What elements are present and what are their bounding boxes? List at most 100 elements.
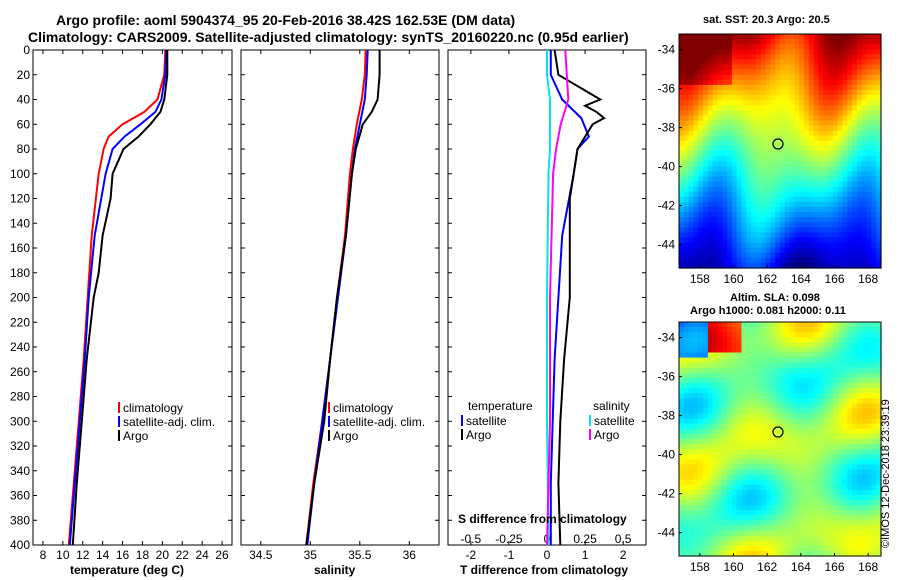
map-cell bbox=[852, 484, 858, 491]
map-cell bbox=[703, 171, 709, 177]
map-cell bbox=[746, 252, 752, 259]
map-cell bbox=[813, 433, 820, 440]
map-cell bbox=[727, 262, 733, 269]
map-cell bbox=[828, 135, 834, 142]
map-cell bbox=[871, 403, 877, 410]
map-cell bbox=[760, 227, 767, 233]
map-cell bbox=[717, 186, 723, 193]
ytick-label: 400 bbox=[10, 538, 30, 552]
map-cell bbox=[736, 489, 743, 496]
map-cell bbox=[683, 474, 690, 481]
map-cell bbox=[789, 418, 795, 425]
map-cell bbox=[731, 201, 738, 208]
map-cell bbox=[770, 207, 776, 213]
map-cell bbox=[784, 332, 791, 338]
map-cell bbox=[741, 212, 747, 218]
map-cell bbox=[828, 520, 834, 527]
map-cell bbox=[683, 454, 690, 460]
map-cell bbox=[799, 525, 805, 532]
map-cell bbox=[866, 105, 872, 111]
map-cell bbox=[751, 49, 757, 55]
map-cell bbox=[818, 151, 824, 157]
map-cell bbox=[857, 444, 863, 450]
map-cell bbox=[813, 120, 820, 127]
map-cell bbox=[837, 232, 844, 239]
map-cell bbox=[756, 484, 762, 491]
map-cell bbox=[770, 115, 776, 122]
map-cell bbox=[784, 227, 791, 233]
map-cell bbox=[736, 383, 743, 389]
map-cell bbox=[683, 550, 690, 557]
map-cell bbox=[741, 84, 747, 91]
map-cell bbox=[756, 469, 762, 476]
map-cell bbox=[688, 469, 694, 476]
map-cell bbox=[683, 191, 690, 198]
map-cell bbox=[832, 550, 839, 557]
map-cell bbox=[760, 484, 767, 491]
map-cell bbox=[804, 79, 810, 86]
map-cell bbox=[871, 393, 877, 399]
map-cell bbox=[746, 196, 752, 203]
map-cell bbox=[727, 156, 733, 162]
map-cell bbox=[703, 232, 709, 239]
ytick-label: 20 bbox=[17, 68, 31, 82]
map-cell bbox=[717, 222, 723, 228]
map-cell bbox=[804, 156, 810, 162]
map-cell bbox=[857, 90, 863, 96]
map-cell bbox=[693, 227, 699, 233]
map-cell bbox=[707, 367, 714, 374]
map-cell bbox=[731, 242, 738, 249]
map-cell bbox=[736, 95, 743, 101]
map-cell bbox=[741, 479, 747, 486]
map-cell bbox=[746, 367, 752, 374]
map-cell bbox=[876, 166, 882, 172]
map-cell bbox=[751, 378, 757, 384]
map-cell bbox=[741, 207, 747, 213]
map-cell bbox=[780, 418, 786, 425]
map-cell bbox=[832, 74, 839, 81]
map-cell bbox=[861, 332, 868, 338]
map-cell bbox=[818, 237, 824, 244]
map-cell bbox=[784, 232, 791, 239]
map-cell bbox=[857, 500, 863, 506]
map-cell bbox=[731, 444, 738, 450]
map-cell bbox=[780, 59, 786, 66]
map-cell bbox=[688, 489, 694, 496]
series-argo bbox=[71, 50, 169, 546]
map-cell bbox=[679, 413, 685, 420]
map-cell bbox=[703, 110, 709, 116]
map-cell bbox=[818, 257, 824, 264]
map-cell bbox=[857, 135, 863, 142]
map-cell bbox=[847, 237, 853, 244]
map-cell bbox=[871, 151, 877, 157]
map-cell bbox=[698, 510, 704, 516]
map-cell bbox=[852, 550, 858, 557]
map-cell bbox=[698, 247, 704, 254]
map-cell bbox=[799, 530, 805, 537]
map-cell bbox=[789, 439, 795, 445]
map-cell bbox=[847, 342, 853, 348]
map-cell bbox=[722, 151, 728, 157]
map-cell bbox=[703, 49, 709, 55]
map-cell bbox=[717, 242, 723, 249]
map-cell bbox=[861, 357, 868, 364]
map-cell bbox=[789, 145, 795, 152]
map-cell bbox=[727, 474, 733, 481]
map-cell bbox=[736, 207, 743, 213]
map-cell bbox=[722, 191, 728, 198]
map-cell bbox=[736, 232, 743, 239]
map-cell bbox=[784, 59, 791, 66]
map-cell bbox=[818, 95, 824, 101]
map-cell bbox=[837, 69, 844, 76]
map-cell bbox=[751, 212, 757, 218]
map-cell bbox=[679, 166, 685, 172]
map-cell bbox=[765, 500, 771, 506]
map-cell bbox=[698, 176, 704, 183]
map-cell bbox=[808, 95, 815, 101]
map-cell bbox=[731, 474, 738, 481]
map-cell bbox=[693, 181, 699, 188]
map-cell bbox=[823, 500, 829, 506]
map-cell bbox=[804, 535, 810, 542]
map-cell bbox=[703, 347, 709, 354]
map-cell bbox=[799, 535, 805, 542]
